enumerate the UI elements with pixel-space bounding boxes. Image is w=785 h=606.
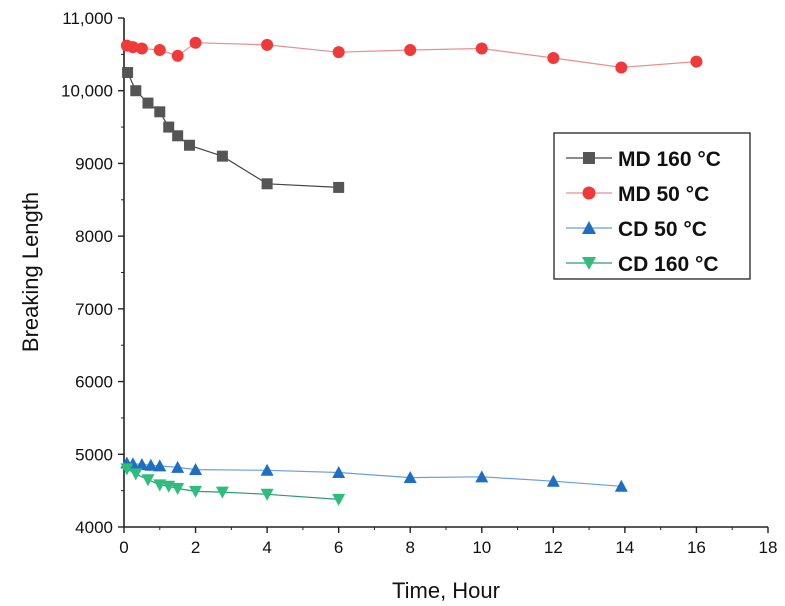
series-line bbox=[126, 468, 339, 500]
x-tick-label: 12 bbox=[544, 538, 563, 557]
data-point bbox=[142, 97, 154, 109]
series-0 bbox=[122, 67, 345, 193]
x-axis-title: Time, Hour bbox=[392, 578, 500, 603]
x-tick-label: 14 bbox=[615, 538, 634, 557]
legend: MD 160 °C MD 50 °C CD 50 °C CD 160 °C bbox=[553, 132, 751, 280]
data-point bbox=[260, 488, 274, 501]
data-point bbox=[120, 463, 134, 476]
y-axis-title: Breaking Length bbox=[18, 192, 43, 352]
data-point bbox=[333, 181, 345, 193]
data-point bbox=[144, 458, 158, 471]
data-point bbox=[475, 42, 488, 55]
x-tick-label: 8 bbox=[405, 538, 414, 557]
data-point bbox=[260, 463, 274, 476]
data-point bbox=[153, 479, 167, 492]
x-tick-label: 4 bbox=[262, 538, 271, 557]
legend-label: CD 50 °C bbox=[618, 218, 707, 241]
x-tick-label: 16 bbox=[687, 538, 706, 557]
legend-marker bbox=[582, 186, 596, 200]
data-point bbox=[163, 121, 175, 133]
series-line bbox=[127, 72, 339, 188]
data-point bbox=[171, 49, 184, 62]
data-point bbox=[141, 474, 155, 487]
legend-marker bbox=[582, 221, 596, 234]
series-3 bbox=[120, 463, 346, 506]
data-point bbox=[126, 41, 139, 54]
y-tick-label: 11,000 bbox=[62, 9, 113, 28]
data-point bbox=[614, 479, 628, 492]
legend-label: CD 160 °C bbox=[618, 253, 719, 276]
data-point bbox=[332, 493, 346, 506]
y-tick-label: 8000 bbox=[75, 227, 113, 246]
data-point bbox=[546, 474, 560, 487]
series-2 bbox=[120, 456, 628, 492]
data-point bbox=[189, 485, 203, 498]
data-point bbox=[189, 36, 202, 49]
data-point bbox=[122, 67, 134, 79]
data-point bbox=[261, 178, 273, 190]
legend-label: MD 160 °C bbox=[618, 148, 721, 171]
data-point bbox=[154, 106, 166, 118]
x-tick-label: 18 bbox=[759, 538, 778, 557]
data-point bbox=[135, 42, 148, 55]
data-point bbox=[475, 470, 489, 483]
y-tick-label: 7000 bbox=[75, 300, 113, 319]
y-tick-label: 5000 bbox=[75, 445, 113, 464]
data-point bbox=[216, 150, 228, 162]
series-1 bbox=[120, 36, 703, 74]
y-tick-label: 4000 bbox=[75, 518, 113, 537]
data-point bbox=[130, 85, 142, 97]
data-point bbox=[171, 482, 185, 495]
data-point bbox=[172, 130, 184, 142]
data-point bbox=[332, 465, 346, 478]
data-point bbox=[332, 46, 345, 59]
data-point bbox=[129, 468, 143, 481]
x-tick-label: 10 bbox=[472, 538, 491, 557]
data-point bbox=[547, 51, 560, 64]
data-point bbox=[615, 61, 628, 74]
data-point bbox=[171, 460, 185, 473]
x-tick-label: 6 bbox=[334, 538, 343, 557]
legend-marker bbox=[582, 257, 596, 270]
legend-label: MD 50 °C bbox=[618, 183, 709, 206]
data-point bbox=[153, 459, 167, 472]
x-tick-label: 2 bbox=[191, 538, 200, 557]
y-tick-label: 6000 bbox=[75, 373, 113, 392]
y-tick-label: 9000 bbox=[75, 154, 113, 173]
data-point bbox=[135, 457, 149, 470]
legend-marker bbox=[583, 152, 595, 164]
data-point bbox=[153, 43, 166, 56]
data-point bbox=[189, 463, 203, 476]
data-point bbox=[261, 38, 274, 51]
series-layer bbox=[120, 36, 703, 506]
axis-ticks: 0 2 4 6 8 10 12 14 16 18 4000 5000 6000 7000 8000 9000 1… bbox=[61, 9, 777, 557]
data-point bbox=[403, 471, 417, 484]
x-tick-label: 0 bbox=[119, 538, 128, 557]
data-point bbox=[183, 139, 195, 151]
data-point bbox=[404, 43, 417, 56]
data-point bbox=[690, 55, 703, 68]
data-point bbox=[215, 486, 229, 499]
y-tick-label: 10,000 bbox=[61, 82, 113, 101]
